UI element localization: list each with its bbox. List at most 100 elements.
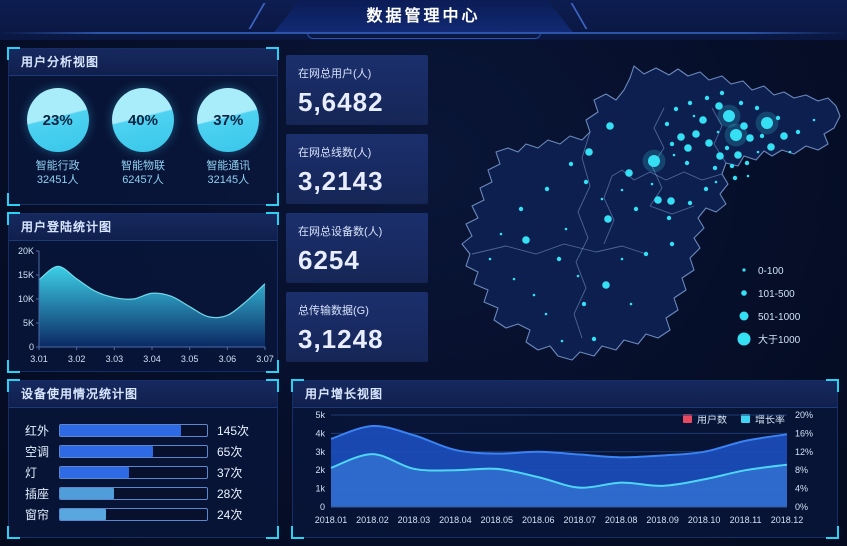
map-bubble[interactable] bbox=[729, 163, 735, 169]
map-bubble[interactable] bbox=[759, 133, 765, 139]
bar-row: 红外 145次 bbox=[25, 424, 263, 438]
map-bubble[interactable] bbox=[719, 90, 725, 96]
map-bubble[interactable] bbox=[532, 293, 536, 297]
map-bubbles[interactable] bbox=[488, 90, 816, 343]
map-bubble[interactable] bbox=[795, 129, 801, 135]
kpi-value: 3,2143 bbox=[298, 166, 384, 196]
map-bubble[interactable] bbox=[740, 122, 748, 130]
map-bubble[interactable] bbox=[591, 336, 597, 342]
map-bubble[interactable] bbox=[568, 161, 574, 167]
map-bubble[interactable] bbox=[522, 236, 530, 244]
map-bubble[interactable] bbox=[716, 152, 724, 160]
map-bubble[interactable] bbox=[692, 130, 700, 138]
map-bubble[interactable] bbox=[780, 132, 788, 140]
legend-item-增长率[interactable]: 增长率 bbox=[741, 411, 785, 426]
map-bubble[interactable] bbox=[714, 180, 718, 184]
map-bubble[interactable] bbox=[734, 151, 742, 159]
map-bubble[interactable] bbox=[629, 302, 633, 306]
map-bubble[interactable] bbox=[604, 215, 612, 223]
map-bubble[interactable] bbox=[625, 169, 633, 177]
map-bubble[interactable] bbox=[673, 106, 679, 112]
growth-area-chart[interactable]: 0 1k 2k 3k 4k 5k 0% 4% 8% 12% 16% 20% 2018.01 2018.02… bbox=[295, 407, 837, 539]
province-internal-borders bbox=[471, 107, 727, 339]
map-bubble[interactable] bbox=[669, 141, 675, 147]
x-tick-label: 3.05 bbox=[181, 354, 199, 364]
map-bubble[interactable] bbox=[812, 118, 816, 122]
bar-track[interactable] bbox=[59, 424, 208, 437]
map-bubble[interactable] bbox=[672, 153, 676, 157]
map-bubble[interactable] bbox=[716, 130, 720, 134]
gauge-name: 智能行政 bbox=[35, 160, 80, 172]
bar-track[interactable] bbox=[59, 466, 208, 479]
corner-bracket bbox=[291, 526, 304, 539]
map-bubble[interactable] bbox=[576, 274, 580, 278]
map-bubble[interactable] bbox=[581, 301, 587, 307]
map-bubble[interactable] bbox=[650, 182, 654, 186]
map-bubble[interactable] bbox=[767, 143, 775, 151]
legend-item-用户数[interactable]: 用户数 bbox=[683, 411, 727, 426]
map-bubble[interactable] bbox=[499, 232, 503, 236]
map-bubble[interactable] bbox=[684, 160, 690, 166]
bar-track[interactable] bbox=[59, 487, 208, 500]
map-bubble[interactable] bbox=[775, 115, 781, 121]
map-bubble[interactable] bbox=[788, 150, 792, 154]
map-bubble[interactable] bbox=[761, 117, 773, 129]
map-bubble[interactable] bbox=[512, 277, 516, 281]
map-bubble[interactable] bbox=[544, 312, 548, 316]
map-bubble[interactable] bbox=[600, 197, 604, 201]
map-bubble[interactable] bbox=[633, 206, 639, 212]
map-bubble[interactable] bbox=[732, 175, 738, 181]
map-bubble[interactable] bbox=[724, 145, 730, 151]
x-tick-label: 2018.10 bbox=[688, 515, 721, 525]
map-bubble[interactable] bbox=[556, 256, 562, 262]
map-bubble[interactable] bbox=[730, 129, 742, 141]
map-bubble[interactable] bbox=[664, 121, 670, 127]
map-bubble[interactable] bbox=[488, 257, 492, 261]
bar-track[interactable] bbox=[59, 445, 208, 458]
map-bubble[interactable] bbox=[756, 150, 760, 154]
map-bubble[interactable] bbox=[667, 197, 675, 205]
map-bubble[interactable] bbox=[564, 227, 568, 231]
map-bubble[interactable] bbox=[703, 186, 709, 192]
panel-device-usage: 设备使用情况统计图 红外 145次 空调 65次灯 37次 插座 28次 窗帘 24次 bbox=[7, 379, 279, 539]
map-bubble[interactable] bbox=[606, 122, 614, 130]
map-bubble[interactable] bbox=[687, 100, 693, 106]
gauge-circle[interactable]: 23% bbox=[26, 88, 89, 152]
login-area-chart[interactable]: 0 5K 10K 15K 20K 3.01 3.02 3.03 3.04 3.05 3.06 3.07 bbox=[9, 241, 279, 374]
panel-login-stats: 用户登陆统计图 0 5K 10K 15K 20K 3.01 3.02 3.03 3.04 3.05… bbox=[7, 212, 279, 374]
map-bubble[interactable] bbox=[620, 257, 624, 261]
map-bubble[interactable] bbox=[654, 196, 662, 204]
map-bubble[interactable] bbox=[544, 186, 550, 192]
map-bubble[interactable] bbox=[712, 165, 718, 171]
gauge-circle[interactable]: 40% bbox=[111, 88, 174, 152]
map-bubble[interactable] bbox=[677, 133, 685, 141]
map-bubble[interactable] bbox=[692, 114, 696, 118]
map-bubble[interactable] bbox=[669, 241, 675, 247]
map-bubble[interactable] bbox=[704, 95, 710, 101]
map-bubble[interactable] bbox=[746, 174, 750, 178]
map-bubble[interactable] bbox=[585, 148, 593, 156]
map-bubble[interactable] bbox=[715, 102, 723, 110]
map-bubble[interactable] bbox=[754, 105, 760, 111]
map-bubble[interactable] bbox=[648, 155, 660, 167]
map-bubble[interactable] bbox=[738, 100, 744, 106]
bar-track[interactable] bbox=[59, 508, 208, 521]
gauge-circle[interactable]: 37% bbox=[197, 88, 260, 152]
map-bubble[interactable] bbox=[518, 206, 524, 212]
map-bubble[interactable] bbox=[684, 144, 692, 152]
map-bubble[interactable] bbox=[560, 339, 564, 343]
map-bubble[interactable] bbox=[687, 200, 693, 206]
map-bubble[interactable] bbox=[643, 251, 649, 257]
region-map[interactable]: 0-100 101-500 501-1000 大于1000 bbox=[426, 48, 847, 375]
map-bubble[interactable] bbox=[620, 188, 624, 192]
map-bubble[interactable] bbox=[666, 215, 672, 221]
map-bubble[interactable] bbox=[699, 116, 707, 124]
map-bubble[interactable] bbox=[602, 281, 610, 289]
map-bubble[interactable] bbox=[583, 179, 589, 185]
map-bubble[interactable] bbox=[723, 110, 735, 122]
map-bubble[interactable] bbox=[705, 139, 713, 147]
map-bubble[interactable] bbox=[746, 134, 754, 142]
header-bar: 数据管理中心 bbox=[0, 0, 847, 40]
x-tick-label: 2018.08 bbox=[605, 515, 638, 525]
map-bubble[interactable] bbox=[744, 160, 750, 166]
